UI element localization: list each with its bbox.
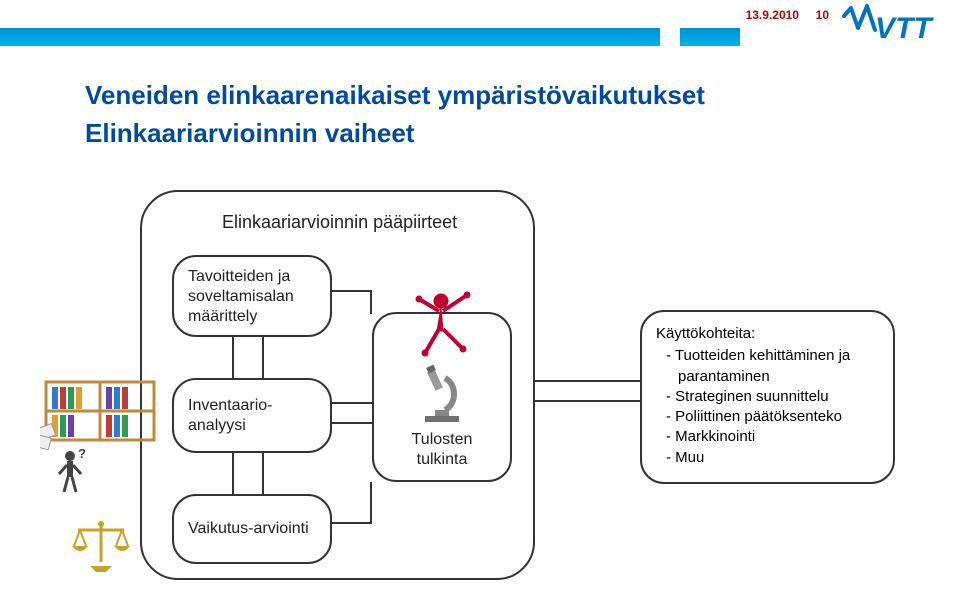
box-goals-label: Tavoitteiden ja soveltamisalan määrittel… xyxy=(188,268,294,325)
usecase-item: - Muu xyxy=(656,448,879,468)
header-bar-left xyxy=(0,28,660,46)
usecase-item: - Markkinointi xyxy=(656,427,879,447)
usecases-title: Käyttökohteita: xyxy=(656,324,879,344)
connector xyxy=(370,482,372,524)
box-inventory: Inventaario-analyysi xyxy=(172,378,332,453)
slide-title: Veneiden elinkaarenaikaiset ympäristövai… xyxy=(85,80,705,111)
connector xyxy=(332,422,372,424)
box-impact-label: Vaikutus-arviointi xyxy=(188,519,309,539)
bookshelf-icon xyxy=(40,378,160,450)
connector xyxy=(262,337,264,378)
usecases-box: Käyttökohteita: - Tuotteiden kehittämine… xyxy=(640,310,895,484)
usecase-item: - Tuotteiden kehittäminen ja xyxy=(656,346,879,366)
connector-to-usecases xyxy=(535,380,640,382)
logo-text: VTT xyxy=(875,12,934,45)
dancing-figure-icon xyxy=(413,289,475,359)
usecase-item-sub: parantaminen xyxy=(656,367,879,387)
lca-outer-frame: Elinkaariarvioinnin pääpiirteet Tavoitte… xyxy=(140,190,535,580)
svg-text:?: ? xyxy=(78,448,86,461)
usecase-item: - Strateginen suunnittelu xyxy=(656,387,879,407)
header-bar-right xyxy=(680,28,740,46)
connector xyxy=(232,337,234,378)
connector xyxy=(332,522,372,524)
outer-frame-label: Elinkaariarvioinnin pääpiirteet xyxy=(222,212,457,233)
connector xyxy=(370,290,372,314)
scales-icon xyxy=(68,518,134,574)
header-date: 13.9.2010 xyxy=(746,8,799,22)
connector xyxy=(332,402,372,404)
box-impact: Vaikutus-arviointi xyxy=(172,494,332,564)
connector xyxy=(232,453,234,494)
connector xyxy=(262,453,264,494)
box-inventory-label: Inventaario-analyysi xyxy=(188,396,316,436)
header-page: 10 xyxy=(816,8,829,22)
box-results-label: Tulosten tulkinta xyxy=(388,430,496,470)
box-goals: Tavoitteiden ja soveltamisalan määrittel… xyxy=(172,255,332,337)
vtt-logo: VTT xyxy=(839,4,934,48)
slide-header: 13.9.2010 10 VTT xyxy=(0,0,959,50)
slide-subtitle: Elinkaariarvioinnin vaiheet xyxy=(85,118,414,149)
header-meta: 13.9.2010 10 xyxy=(746,8,829,22)
confused-person-icon: ? xyxy=(56,448,90,496)
connector-to-usecases xyxy=(535,400,640,402)
connector xyxy=(332,290,372,292)
microscope-icon xyxy=(417,364,467,424)
usecase-item: - Poliittinen päätöksenteko xyxy=(656,407,879,427)
